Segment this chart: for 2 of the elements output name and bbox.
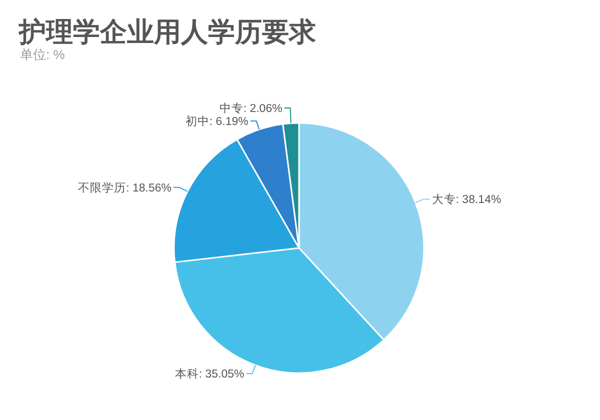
title: 护理学企业用人学历要求 — [19, 17, 316, 47]
subtitle: 单位: % — [20, 47, 65, 62]
